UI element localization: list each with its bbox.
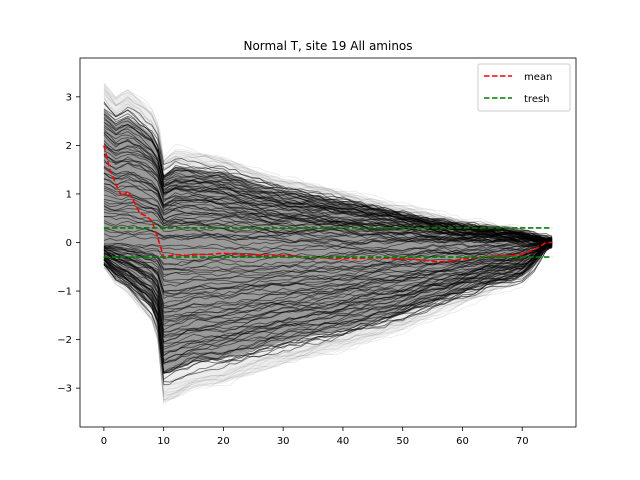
x-axis: 0 10 20 30 40 50 60 70 [101, 427, 529, 447]
trace-line [103, 231, 553, 248]
trace-line [103, 101, 553, 242]
legend-mean-label: mean [524, 72, 552, 83]
y-tick-label: −1 [57, 287, 72, 298]
y-tick-label: 2 [66, 141, 72, 152]
x-tick-label: 50 [396, 436, 409, 447]
trace-line [103, 240, 553, 405]
trace-line [103, 241, 553, 317]
trace-line [103, 244, 553, 281]
legend-tresh-label: tresh [524, 94, 550, 105]
trace-line [103, 114, 553, 240]
x-tick-label: 60 [456, 436, 469, 447]
legend: mean tresh [477, 63, 571, 112]
trace-line [103, 246, 553, 398]
x-tick-label: 70 [516, 436, 529, 447]
trace-line [103, 244, 553, 400]
trace-lines [103, 83, 553, 405]
trace-line [103, 246, 553, 338]
trace-line [103, 245, 553, 402]
x-tick-label: 20 [217, 436, 230, 447]
y-axis: −3 −2 −1 0 1 2 3 [57, 92, 80, 395]
trace-line [103, 244, 553, 327]
chart-title: Normal T, site 19 All aminos [243, 39, 412, 53]
trace-line [103, 109, 553, 243]
trace-line [103, 245, 553, 344]
trace-line [103, 86, 553, 243]
trace-line [103, 98, 553, 242]
trace-line [103, 88, 553, 246]
x-tick-label: 40 [337, 436, 350, 447]
trace-line [103, 155, 553, 238]
trace-line [103, 241, 553, 374]
trace-line [103, 239, 553, 331]
trace-line [103, 227, 553, 249]
series-layer [103, 145, 553, 263]
trace-line [103, 167, 553, 246]
trace-line [103, 243, 553, 336]
x-tick-label: 30 [277, 436, 290, 447]
trace-line [103, 242, 553, 374]
y-tick-label: 0 [66, 238, 72, 249]
trace-line [103, 92, 553, 239]
trace-line [103, 91, 553, 240]
trace-line [103, 239, 553, 322]
trace-line [103, 108, 553, 241]
trace-line [103, 243, 553, 394]
trace-line [103, 239, 553, 383]
trace-line [103, 83, 553, 244]
trace-line [103, 242, 553, 374]
plot-area [79, 57, 577, 428]
trace-line [103, 96, 553, 242]
trace-line [103, 238, 553, 307]
x-tick-label: 0 [101, 436, 107, 447]
x-tick-label: 10 [157, 436, 170, 447]
trace-line [103, 243, 553, 373]
trace-line [103, 247, 553, 402]
trace-line [103, 243, 553, 394]
y-tick-label: 1 [66, 189, 72, 200]
trace-line [103, 244, 553, 321]
trace-line [103, 94, 553, 248]
trace-line [103, 215, 553, 247]
trace-line [103, 241, 553, 263]
trace-line [103, 89, 553, 241]
trace-line [103, 103, 553, 244]
trace-line [103, 238, 553, 253]
y-tick-label: 3 [66, 92, 72, 103]
trace-line [103, 83, 553, 245]
y-tick-label: −3 [57, 384, 72, 395]
y-tick-label: −2 [57, 335, 72, 346]
trace-line [103, 241, 553, 278]
